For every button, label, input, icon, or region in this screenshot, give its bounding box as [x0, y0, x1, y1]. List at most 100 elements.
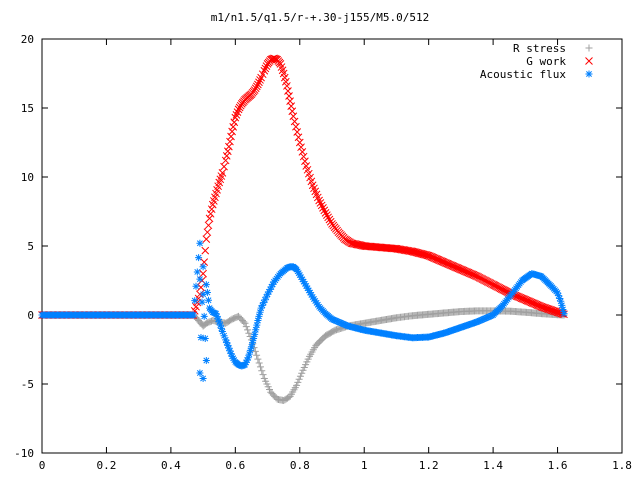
data-point	[251, 347, 259, 355]
x-tick-label: 0.6	[225, 459, 245, 472]
data-point	[298, 369, 306, 377]
data-point	[287, 102, 296, 111]
data-point	[226, 347, 234, 355]
data-point	[218, 328, 226, 336]
data-point	[199, 374, 207, 382]
data-point	[488, 312, 496, 320]
data-point	[214, 315, 222, 323]
data-point	[229, 354, 237, 362]
data-point	[320, 206, 329, 215]
data-point	[305, 286, 313, 294]
data-point	[199, 290, 207, 298]
data-point	[485, 313, 493, 321]
data-point	[333, 317, 341, 325]
data-point	[252, 326, 260, 334]
data-point	[196, 275, 204, 283]
data-point	[192, 302, 200, 311]
legend-marker	[585, 44, 593, 52]
chart-title: m1/n1.5/q1.5/r-+.30-j155/M5.0/512	[211, 11, 430, 24]
data-point	[301, 280, 309, 288]
data-point	[198, 298, 206, 306]
data-point	[264, 290, 272, 298]
x-tick-label: 1.2	[419, 459, 439, 472]
data-point	[223, 147, 232, 156]
data-point	[324, 213, 332, 222]
data-point	[476, 317, 484, 325]
data-point	[254, 355, 262, 363]
data-point	[251, 330, 259, 338]
data-point	[256, 76, 264, 84]
data-point	[241, 319, 249, 327]
data-point	[200, 258, 209, 266]
data-point	[319, 204, 327, 212]
data-point	[249, 339, 257, 347]
data-point	[481, 314, 489, 322]
data-point	[223, 339, 231, 347]
data-point	[228, 127, 236, 136]
data-point	[193, 268, 201, 276]
data-point	[203, 288, 211, 296]
data-point	[298, 275, 306, 283]
data-point	[559, 305, 567, 313]
data-point	[286, 97, 294, 105]
data-point	[267, 283, 275, 291]
data-point	[307, 291, 315, 299]
data-point	[257, 304, 265, 312]
x-tick-label: 0.8	[290, 459, 310, 472]
data-point	[227, 132, 235, 141]
x-tick-label: 1.4	[483, 459, 503, 472]
data-point	[195, 254, 203, 262]
data-point	[260, 299, 268, 307]
data-point	[317, 201, 326, 210]
data-point	[295, 375, 303, 383]
data-point	[221, 156, 230, 165]
data-point	[265, 288, 273, 296]
data-point	[201, 334, 209, 342]
data-point	[261, 64, 270, 73]
data-point	[251, 84, 260, 93]
data-point	[204, 221, 213, 230]
data-point	[254, 80, 262, 89]
data-point	[294, 378, 302, 386]
data-point	[325, 215, 334, 224]
data-point	[560, 310, 568, 318]
data-point	[242, 323, 250, 331]
y-tick-label: -5	[21, 378, 34, 391]
data-point	[252, 82, 261, 91]
data-point	[240, 318, 248, 326]
legend-marker	[585, 70, 593, 78]
data-point	[235, 103, 244, 112]
x-tick-label: 0.2	[97, 459, 117, 472]
data-point	[306, 289, 314, 297]
axis-ticks	[41, 38, 623, 454]
y-tick-label: 15	[21, 102, 34, 115]
data-point	[202, 235, 211, 243]
data-point	[202, 357, 210, 365]
data-point	[296, 271, 304, 279]
data-point	[260, 66, 269, 75]
series-acoustic-flux	[38, 239, 568, 382]
data-point	[343, 321, 351, 329]
data-point	[199, 263, 207, 271]
data-point	[204, 296, 212, 304]
data-point	[222, 336, 230, 344]
data-point	[197, 334, 205, 342]
data-point	[225, 344, 233, 352]
data-point	[258, 301, 266, 309]
data-point	[200, 312, 208, 320]
data-point	[222, 151, 231, 160]
data-point	[486, 312, 494, 320]
data-point	[216, 321, 224, 329]
data-point	[285, 92, 293, 100]
data-point	[332, 317, 340, 325]
data-point	[294, 267, 302, 275]
data-point	[196, 369, 204, 377]
data-point	[302, 282, 310, 290]
data-point	[555, 292, 563, 300]
data-point	[255, 359, 263, 367]
data-point	[250, 334, 258, 342]
data-point	[295, 269, 303, 277]
data-point	[227, 350, 235, 358]
data-point	[304, 284, 312, 292]
